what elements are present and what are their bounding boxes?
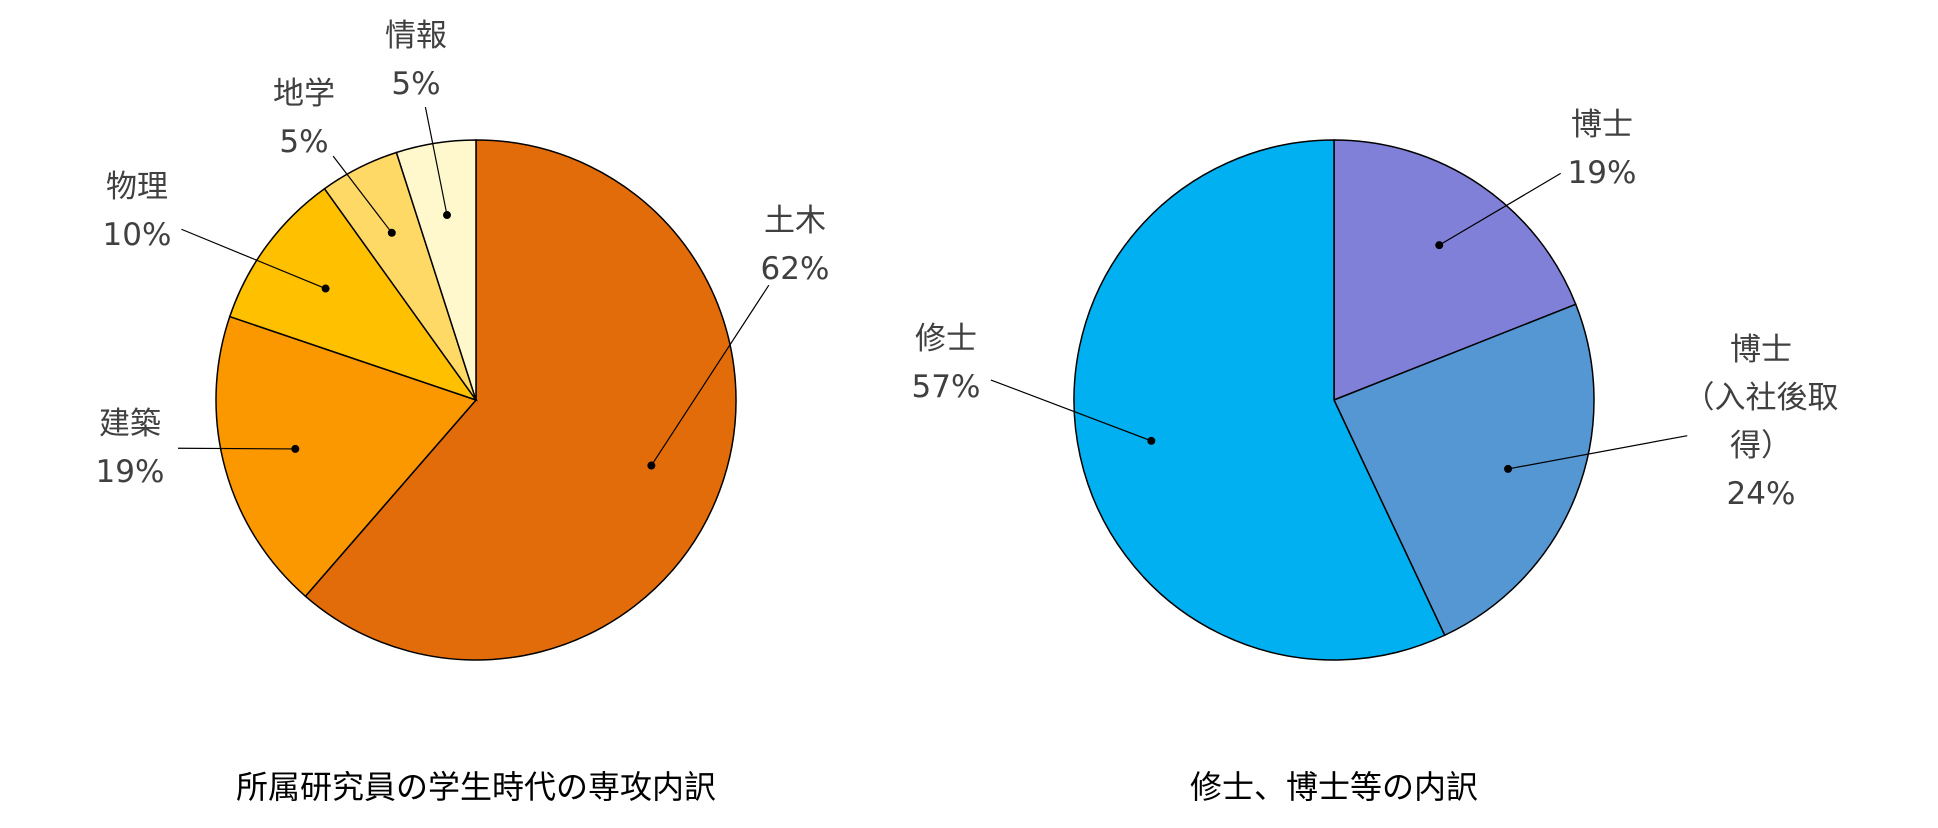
pie-slice bbox=[1073, 139, 1446, 661]
percent-label: 5% bbox=[279, 124, 329, 160]
leader-dot bbox=[1504, 464, 1513, 473]
category-label: 土木 bbox=[764, 203, 826, 239]
pie-slice bbox=[215, 315, 478, 598]
leader-line bbox=[1438, 172, 1561, 246]
leader-line bbox=[177, 447, 296, 450]
chart-title: 修士、博士等の内訳 bbox=[1190, 768, 1478, 806]
pie-slice bbox=[228, 187, 478, 402]
pie-slice bbox=[1332, 303, 1595, 637]
slice-label: 修士 57% bbox=[912, 315, 981, 411]
leader-dot bbox=[1435, 241, 1444, 250]
category-label: 地学 bbox=[273, 76, 335, 112]
category-label: 博士 bbox=[1571, 107, 1633, 143]
percent-label: 57% bbox=[911, 369, 981, 405]
slice-label: 土木 62% bbox=[761, 197, 830, 293]
leader-dot bbox=[387, 228, 396, 237]
leader-line bbox=[424, 106, 448, 216]
leader-line bbox=[990, 379, 1152, 442]
percent-label: 5% bbox=[391, 66, 441, 102]
slice-label: 地学 5% bbox=[273, 70, 335, 166]
leader-line bbox=[181, 228, 326, 290]
percent-label: 24% bbox=[1726, 476, 1796, 512]
category-label: 博士 （入社後取得） bbox=[1683, 332, 1839, 464]
category-label: 物理 bbox=[106, 169, 168, 205]
pie-slice bbox=[395, 139, 477, 401]
percent-label: 62% bbox=[760, 251, 830, 287]
category-label: 情報 bbox=[385, 18, 447, 54]
leader-line bbox=[1507, 435, 1688, 470]
pie-slice bbox=[304, 139, 737, 661]
leader-line bbox=[650, 284, 770, 466]
leader-dot bbox=[443, 211, 452, 220]
slice-label: 物理 10% bbox=[103, 163, 172, 259]
percent-label: 10% bbox=[102, 217, 172, 253]
leader-dot bbox=[1147, 436, 1156, 445]
chart-title: 所属研究員の学生時代の専攻内訳 bbox=[236, 768, 716, 806]
slice-label: 情報 5% bbox=[385, 12, 447, 108]
percent-label: 19% bbox=[95, 454, 165, 490]
slice-label: 建築 19% bbox=[96, 400, 165, 496]
leader-dot bbox=[321, 284, 330, 293]
pie-slice bbox=[1333, 139, 1577, 402]
category-label: 修士 bbox=[915, 321, 977, 357]
percent-label: 19% bbox=[1567, 155, 1637, 191]
leader-dot bbox=[647, 461, 656, 470]
slice-label: 博士 19% bbox=[1568, 101, 1637, 197]
leader-line bbox=[332, 155, 393, 234]
category-label: 建築 bbox=[99, 406, 161, 442]
leader-dot bbox=[291, 444, 300, 453]
slice-label: 博士 （入社後取得） 24% bbox=[1673, 326, 1850, 518]
